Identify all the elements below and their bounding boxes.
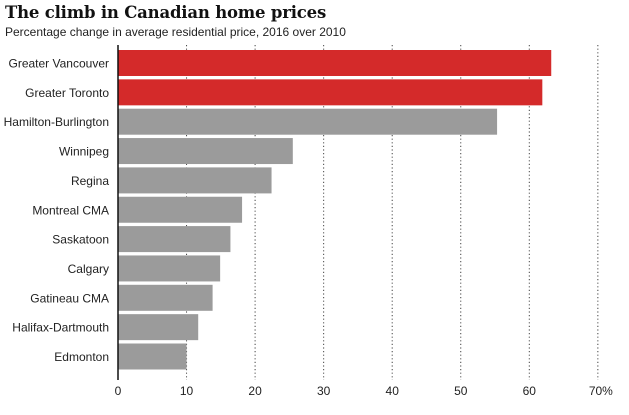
category-label: Gatineau CMA bbox=[30, 291, 109, 305]
bar-winnipeg bbox=[118, 138, 293, 165]
x-tick-label: 70% bbox=[589, 384, 613, 398]
bar-halifax-dartmouth bbox=[118, 314, 199, 341]
category-label: Halifax-Dartmouth bbox=[12, 321, 109, 335]
category-label: Greater Toronto bbox=[25, 86, 109, 100]
bar-hamilton-burlington bbox=[118, 108, 498, 135]
bar-regina bbox=[118, 167, 272, 194]
chart-title: The climb in Canadian home prices bbox=[5, 3, 327, 22]
category-label: Montreal CMA bbox=[32, 203, 109, 217]
x-tick-label: 60 bbox=[523, 384, 537, 398]
chart-subtitle: Percentage change in average residential… bbox=[5, 25, 346, 39]
bar-montreal-cma bbox=[118, 196, 243, 223]
bar-gatineau-cma bbox=[118, 284, 213, 311]
x-tick-labels: 0 10 20 30 40 50 60 70% bbox=[115, 384, 614, 398]
category-label: Winnipeg bbox=[59, 145, 109, 159]
x-tick-label: 20 bbox=[248, 384, 262, 398]
category-label: Hamilton-Burlington bbox=[4, 115, 109, 129]
category-label: Regina bbox=[71, 174, 109, 188]
category-label: Edmonton bbox=[54, 350, 109, 364]
x-tick-label: 0 bbox=[115, 384, 122, 398]
bar-edmonton bbox=[118, 343, 187, 370]
bar-calgary bbox=[118, 255, 221, 282]
category-label: Saskatoon bbox=[52, 233, 109, 247]
bar-greater-vancouver bbox=[118, 50, 552, 76]
category-label: Greater Vancouver bbox=[9, 57, 110, 71]
x-tick-label: 10 bbox=[180, 384, 194, 398]
x-tick-label: 50 bbox=[454, 384, 468, 398]
bar-greater-toronto bbox=[118, 79, 543, 106]
category-labels: Greater Vancouver Greater Toronto Hamilton… bbox=[4, 57, 110, 365]
bar-saskatoon bbox=[118, 226, 231, 253]
x-tick-label: 30 bbox=[317, 384, 331, 398]
x-tick-label: 40 bbox=[386, 384, 400, 398]
bars bbox=[118, 50, 552, 370]
category-label: Calgary bbox=[68, 262, 109, 276]
